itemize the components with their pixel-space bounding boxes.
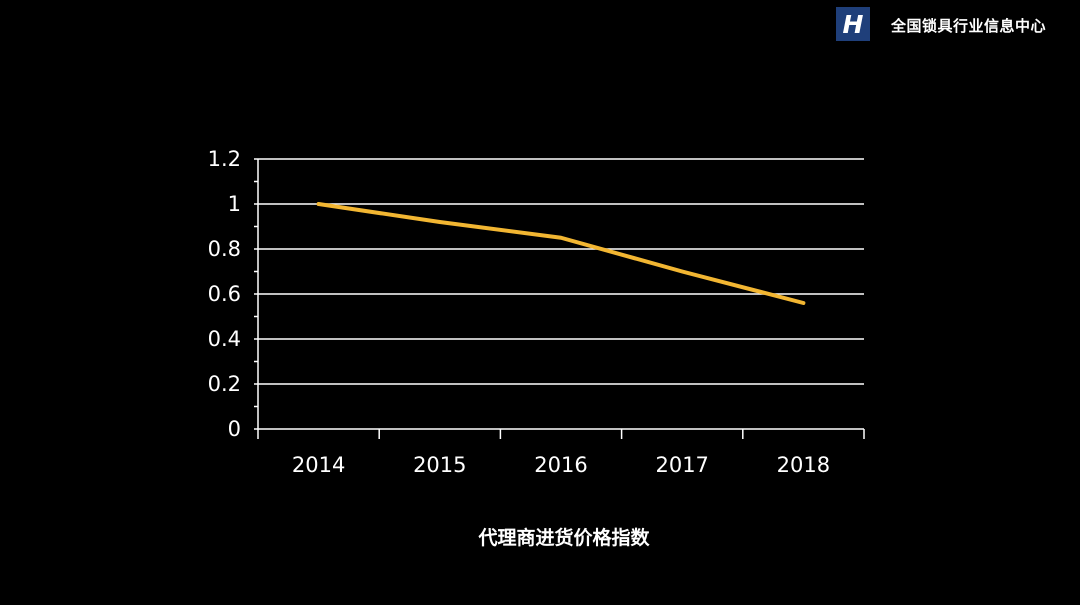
chart-series xyxy=(316,202,806,305)
x-tick-label: 2018 xyxy=(777,453,830,477)
x-axis-title: 代理商进货价格指数 xyxy=(478,527,650,549)
chart-gridlines xyxy=(258,158,864,385)
y-tick-label: 0.8 xyxy=(208,237,241,261)
y-tick-label: 1.2 xyxy=(208,147,241,171)
brand-name: 全国锁具行业信息中心 xyxy=(891,17,1047,35)
x-tick-label: 2016 xyxy=(534,453,587,477)
y-tick-label: 0.2 xyxy=(208,372,241,396)
y-tick-label: 1 xyxy=(228,192,241,216)
brand-logo: H xyxy=(836,7,870,41)
x-axis-tick-labels: 2014 2015 2016 2017 2018 xyxy=(292,453,830,477)
y-tick-label: 0.6 xyxy=(208,282,241,306)
y-tick-label: 0.4 xyxy=(208,327,241,351)
x-tick-label: 2014 xyxy=(292,453,345,477)
series-line xyxy=(316,202,806,305)
x-tick-label: 2017 xyxy=(655,453,708,477)
chart-axes xyxy=(254,158,865,439)
logo-letter: H xyxy=(843,10,864,39)
y-axis-tick-labels: 0 0.2 0.4 0.6 0.8 1 1.2 xyxy=(208,147,241,441)
y-tick-label: 0 xyxy=(228,417,241,441)
x-tick-label: 2015 xyxy=(413,453,466,477)
